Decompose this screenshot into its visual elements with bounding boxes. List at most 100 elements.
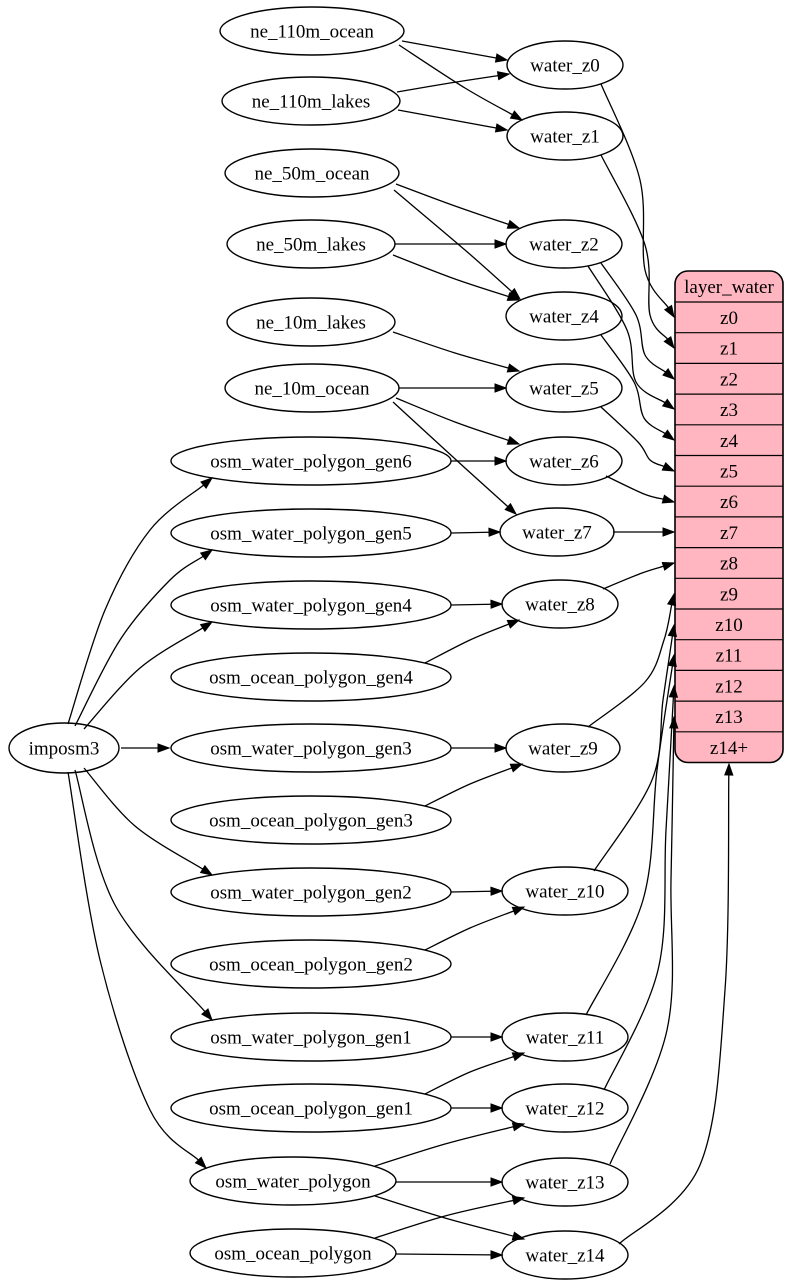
node-ellipse [221, 76, 401, 126]
edge-water_z0-to-row-z0 [600, 83, 675, 319]
edge-line [600, 262, 666, 373]
edge-osm_ocean_polygon-to-water_z14 [395, 1250, 504, 1260]
node-imposm3: imposm3 [8, 722, 120, 774]
node-osm_water_polygon: osm_water_polygon [189, 1156, 397, 1206]
edge-line [396, 75, 499, 93]
edge-line [600, 83, 669, 309]
node-ellipse [224, 148, 400, 198]
node-label: water_z0 [530, 56, 600, 77]
node-water_z7: water_z7 [499, 507, 615, 557]
edge-arrowhead [490, 1250, 504, 1260]
edge-water_z14-to-row-z14+ [618, 762, 734, 1245]
node-ellipse [226, 297, 396, 347]
edge-arrowhead [663, 335, 675, 350]
node-label: ne_10m_lakes [256, 313, 366, 334]
node-water_z5: water_z5 [505, 363, 623, 413]
node-water_z13: water_z13 [501, 1157, 629, 1207]
edge-ne_50m_lakes-to-water_z4 [392, 254, 521, 301]
node-water_z11: water_z11 [501, 1012, 629, 1062]
edge-water_z9-to-row-z9 [587, 592, 677, 728]
edge-osm_water_polygon-to-water_z12 [374, 1122, 526, 1167]
edge-arrowhead [669, 715, 679, 729]
edge-osm_water_polygon_gen6-to-water_z6 [451, 456, 508, 466]
node-label: water_z14 [525, 1246, 605, 1267]
node-label: osm_ocean_polygon_gen2 [209, 955, 413, 976]
edge-arrowhead [661, 461, 676, 472]
edge-arrowhead [488, 527, 502, 537]
edge-line [450, 890, 492, 893]
edge-line [67, 484, 204, 725]
node-label: osm_water_polygon_gen4 [210, 596, 412, 617]
node-label: water_z1 [530, 127, 600, 148]
node-osm_water_polygon_gen3: osm_water_polygon_gen3 [170, 723, 452, 773]
node-osm_ocean_polygon: osm_ocean_polygon [189, 1228, 397, 1278]
edge-imposm3-to-osm_water_polygon_gen6 [67, 477, 214, 725]
node-ne_110m_lakes: ne_110m_lakes [221, 76, 401, 126]
edge-line [392, 331, 509, 369]
edge-arrowhead [667, 623, 678, 638]
node-label: ne_10m_ocean [254, 379, 370, 400]
edge-imposm3-to-osm_water_polygon_gen1 [74, 769, 213, 1022]
node-label: water_z2 [529, 235, 599, 256]
edge-arrowhead [724, 762, 734, 776]
edge-ne_10m_lakes-to-water_z5 [392, 331, 521, 373]
edge-line [83, 627, 204, 730]
edge-ne_10m_ocean-to-water_z6 [395, 397, 521, 445]
edge-line [83, 767, 204, 870]
layer-water-table: layer_water z0 z1 z2 z3 z4 z5 z6 z7 z8 z9 z10 z11 z12… [674, 270, 784, 764]
table-row-label: z10 [715, 615, 742, 636]
edge-arrowhead [668, 684, 679, 698]
node-water_z4: water_z4 [505, 291, 623, 341]
node-water_z6: water_z6 [505, 436, 623, 486]
edge-line [450, 603, 492, 606]
table-row-z12: z12 [715, 676, 742, 697]
edge-arrowhead [490, 599, 504, 609]
table-row-z4: z4 [720, 431, 738, 452]
edge-osm_water_polygon-to-water_z14 [374, 1195, 526, 1241]
edge-line [424, 910, 514, 951]
table-row-label: z6 [720, 492, 738, 513]
edge-imposm3-to-osm_water_polygon_gen2 [83, 767, 214, 876]
edge-arrowhead [666, 592, 677, 607]
node-label: water_z4 [529, 307, 599, 328]
edge-line [397, 109, 497, 129]
edge-osm_ocean_polygon_gen3-to-water_z9 [424, 763, 524, 807]
node-label: osm_water_polygon_gen5 [210, 524, 412, 545]
table-row-label: z8 [720, 554, 738, 575]
edge-line [74, 555, 204, 727]
table-row-z7: z7 [720, 523, 738, 544]
edge-line [395, 183, 509, 226]
edge-water_z7-to-row-z7 [613, 527, 676, 537]
edge-osm_water_polygon_gen3-to-water_z9 [451, 743, 508, 753]
node-label: ne_50m_lakes [256, 235, 366, 256]
edge-ne_10m_ocean-to-water_z7 [392, 401, 518, 515]
edge-arrowhead [511, 1122, 526, 1132]
edge-ne_110m_lakes-to-water_z0 [396, 71, 511, 93]
node-water_z12: water_z12 [501, 1083, 629, 1133]
edge-line [401, 40, 497, 59]
edge-water_z12-to-row-z12 [603, 684, 679, 1091]
edge-line [424, 623, 510, 664]
node-label: osm_water_polygon [215, 1172, 371, 1193]
node-osm_water_polygon_gen6: osm_water_polygon_gen6 [170, 436, 452, 486]
edge-line [585, 665, 674, 1016]
node-osm_water_polygon_gen4: osm_water_polygon_gen4 [170, 580, 452, 630]
table-row-z10: z10 [715, 615, 742, 636]
edge-arrowhead [661, 429, 676, 441]
edge-arrowhead [494, 743, 508, 753]
edge-line [618, 774, 730, 1245]
edge-ne_50m_ocean-to-water_z2 [395, 183, 521, 229]
node-ellipse [8, 722, 120, 774]
table-row-z6: z6 [720, 492, 738, 513]
node-label: water_z12 [525, 1099, 604, 1120]
edge-ne_110m_lakes-to-water_z1 [397, 109, 509, 133]
node-label: ne_110m_lakes [252, 92, 371, 113]
node-water_z10: water_z10 [501, 866, 629, 916]
node-label: water_z10 [525, 882, 604, 903]
edge-arrowhead [663, 304, 675, 319]
edge-water_z2-to-row-z3 [587, 265, 676, 410]
edge-arrowhead [506, 363, 521, 373]
node-osm_water_polygon_gen2: osm_water_polygon_gen2 [170, 867, 452, 917]
